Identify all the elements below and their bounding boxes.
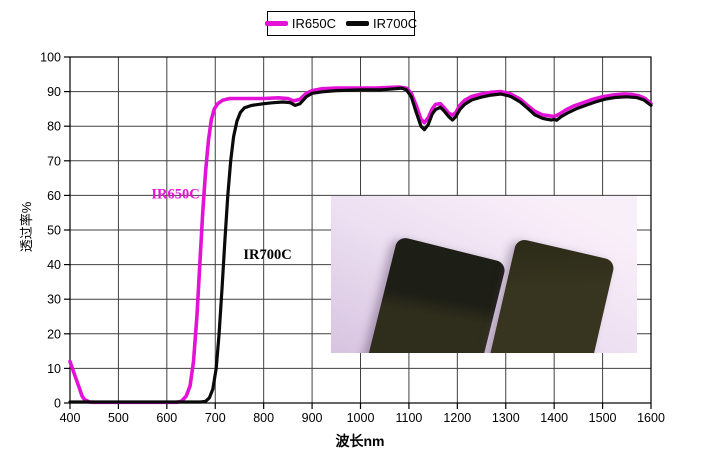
x-tick-label: 600 xyxy=(156,411,177,425)
y-tick-label: 80 xyxy=(47,120,61,134)
x-tick-label: 1200 xyxy=(443,411,471,425)
x-tick-label: 1000 xyxy=(347,411,375,425)
x-tick-label: 700 xyxy=(205,411,226,425)
legend-label-ir650c: IR650C xyxy=(291,16,336,31)
x-tick-label: 1500 xyxy=(589,411,617,425)
legend: IR650C IR700C xyxy=(264,11,417,36)
chart-annotation: IR700C xyxy=(243,247,291,263)
legend-item-ir650c: IR650C xyxy=(264,16,336,31)
x-tick-label: 800 xyxy=(253,411,274,425)
legend-swatch-ir700c xyxy=(346,21,369,26)
x-tick-label: 1600 xyxy=(637,411,665,425)
x-tick-label: 1300 xyxy=(492,411,520,425)
filter-photo-inset xyxy=(331,196,637,353)
x-tick-label: 500 xyxy=(108,411,129,425)
y-tick-label: 20 xyxy=(47,327,61,341)
chart-annotation: IR650C xyxy=(151,187,199,203)
y-tick-label: 100 xyxy=(40,51,61,65)
x-tick-label: 400 xyxy=(60,411,81,425)
y-tick-label: 0 xyxy=(54,397,61,411)
filter-glass-left xyxy=(361,236,507,353)
filter-glass-right xyxy=(483,238,616,353)
y-axis-title: 透过率% xyxy=(19,201,34,253)
x-axis-title: 波长nm xyxy=(335,433,385,449)
y-tick-label: 40 xyxy=(47,258,61,272)
y-tick-label: 50 xyxy=(47,224,61,238)
y-tick-label: 70 xyxy=(47,154,61,168)
y-tick-label: 10 xyxy=(47,362,61,376)
y-tick-label: 30 xyxy=(47,293,61,307)
legend-label-ir700c: IR700C xyxy=(373,16,418,31)
y-tick-label: 90 xyxy=(47,85,61,99)
y-tick-label: 60 xyxy=(47,189,61,203)
x-tick-label: 900 xyxy=(302,411,323,425)
legend-swatch-ir650c xyxy=(264,21,288,26)
x-tick-label: 1400 xyxy=(540,411,568,425)
series-line-ir700c xyxy=(68,86,653,404)
x-tick-label: 1100 xyxy=(395,411,422,425)
legend-item-ir700c: IR700C xyxy=(346,17,417,30)
